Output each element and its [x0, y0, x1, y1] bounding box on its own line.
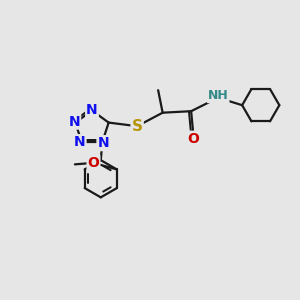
Text: O: O — [188, 132, 200, 146]
Text: S: S — [132, 119, 142, 134]
Text: O: O — [88, 156, 99, 170]
Text: N: N — [98, 136, 109, 150]
Text: N: N — [74, 135, 85, 149]
Text: NH: NH — [208, 89, 229, 102]
Text: N: N — [86, 103, 98, 116]
Text: N: N — [68, 115, 80, 129]
